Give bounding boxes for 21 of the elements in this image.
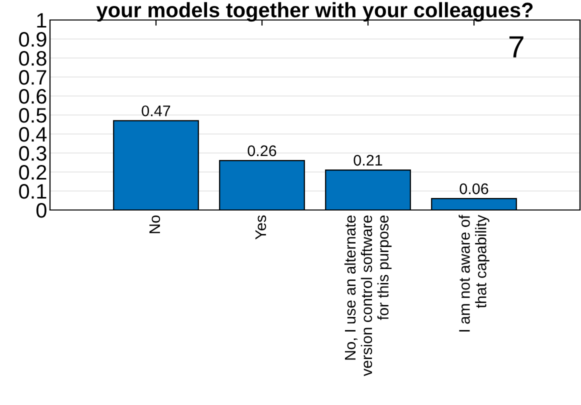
y-tick-label: 0.2: [19, 165, 46, 180]
x-tick-label: No, I use an alternate version control software for this purpose: [344, 216, 392, 376]
y-tick-label: 0.5: [19, 108, 46, 123]
chart-title: your models together with your colleagues?: [96, 2, 533, 22]
y-tick-label: 0: [36, 203, 46, 218]
y-tick-label: 0.6: [19, 89, 46, 104]
data-label: 0.26: [248, 145, 276, 156]
x-tick-label: No: [149, 216, 160, 234]
data-label: 0.21: [354, 154, 382, 166]
y-tick-label: 1: [37, 13, 46, 28]
data-label: 0.06: [460, 183, 488, 194]
annotation: 7: [509, 36, 524, 58]
y-tick-label: 0.1: [19, 184, 46, 199]
x-tick-label: I am not aware of that capability: [458, 214, 490, 332]
y-tick-label: 0.3: [19, 146, 46, 161]
y-tick-label: 0.8: [19, 51, 46, 66]
y-tick-label: 0.9: [19, 32, 46, 47]
y-tick-label: 0.4: [19, 127, 47, 142]
data-label: 0.47: [142, 105, 170, 116]
x-tick-label: Yes: [255, 215, 266, 240]
y-tick-label: 0.7: [19, 70, 46, 85]
